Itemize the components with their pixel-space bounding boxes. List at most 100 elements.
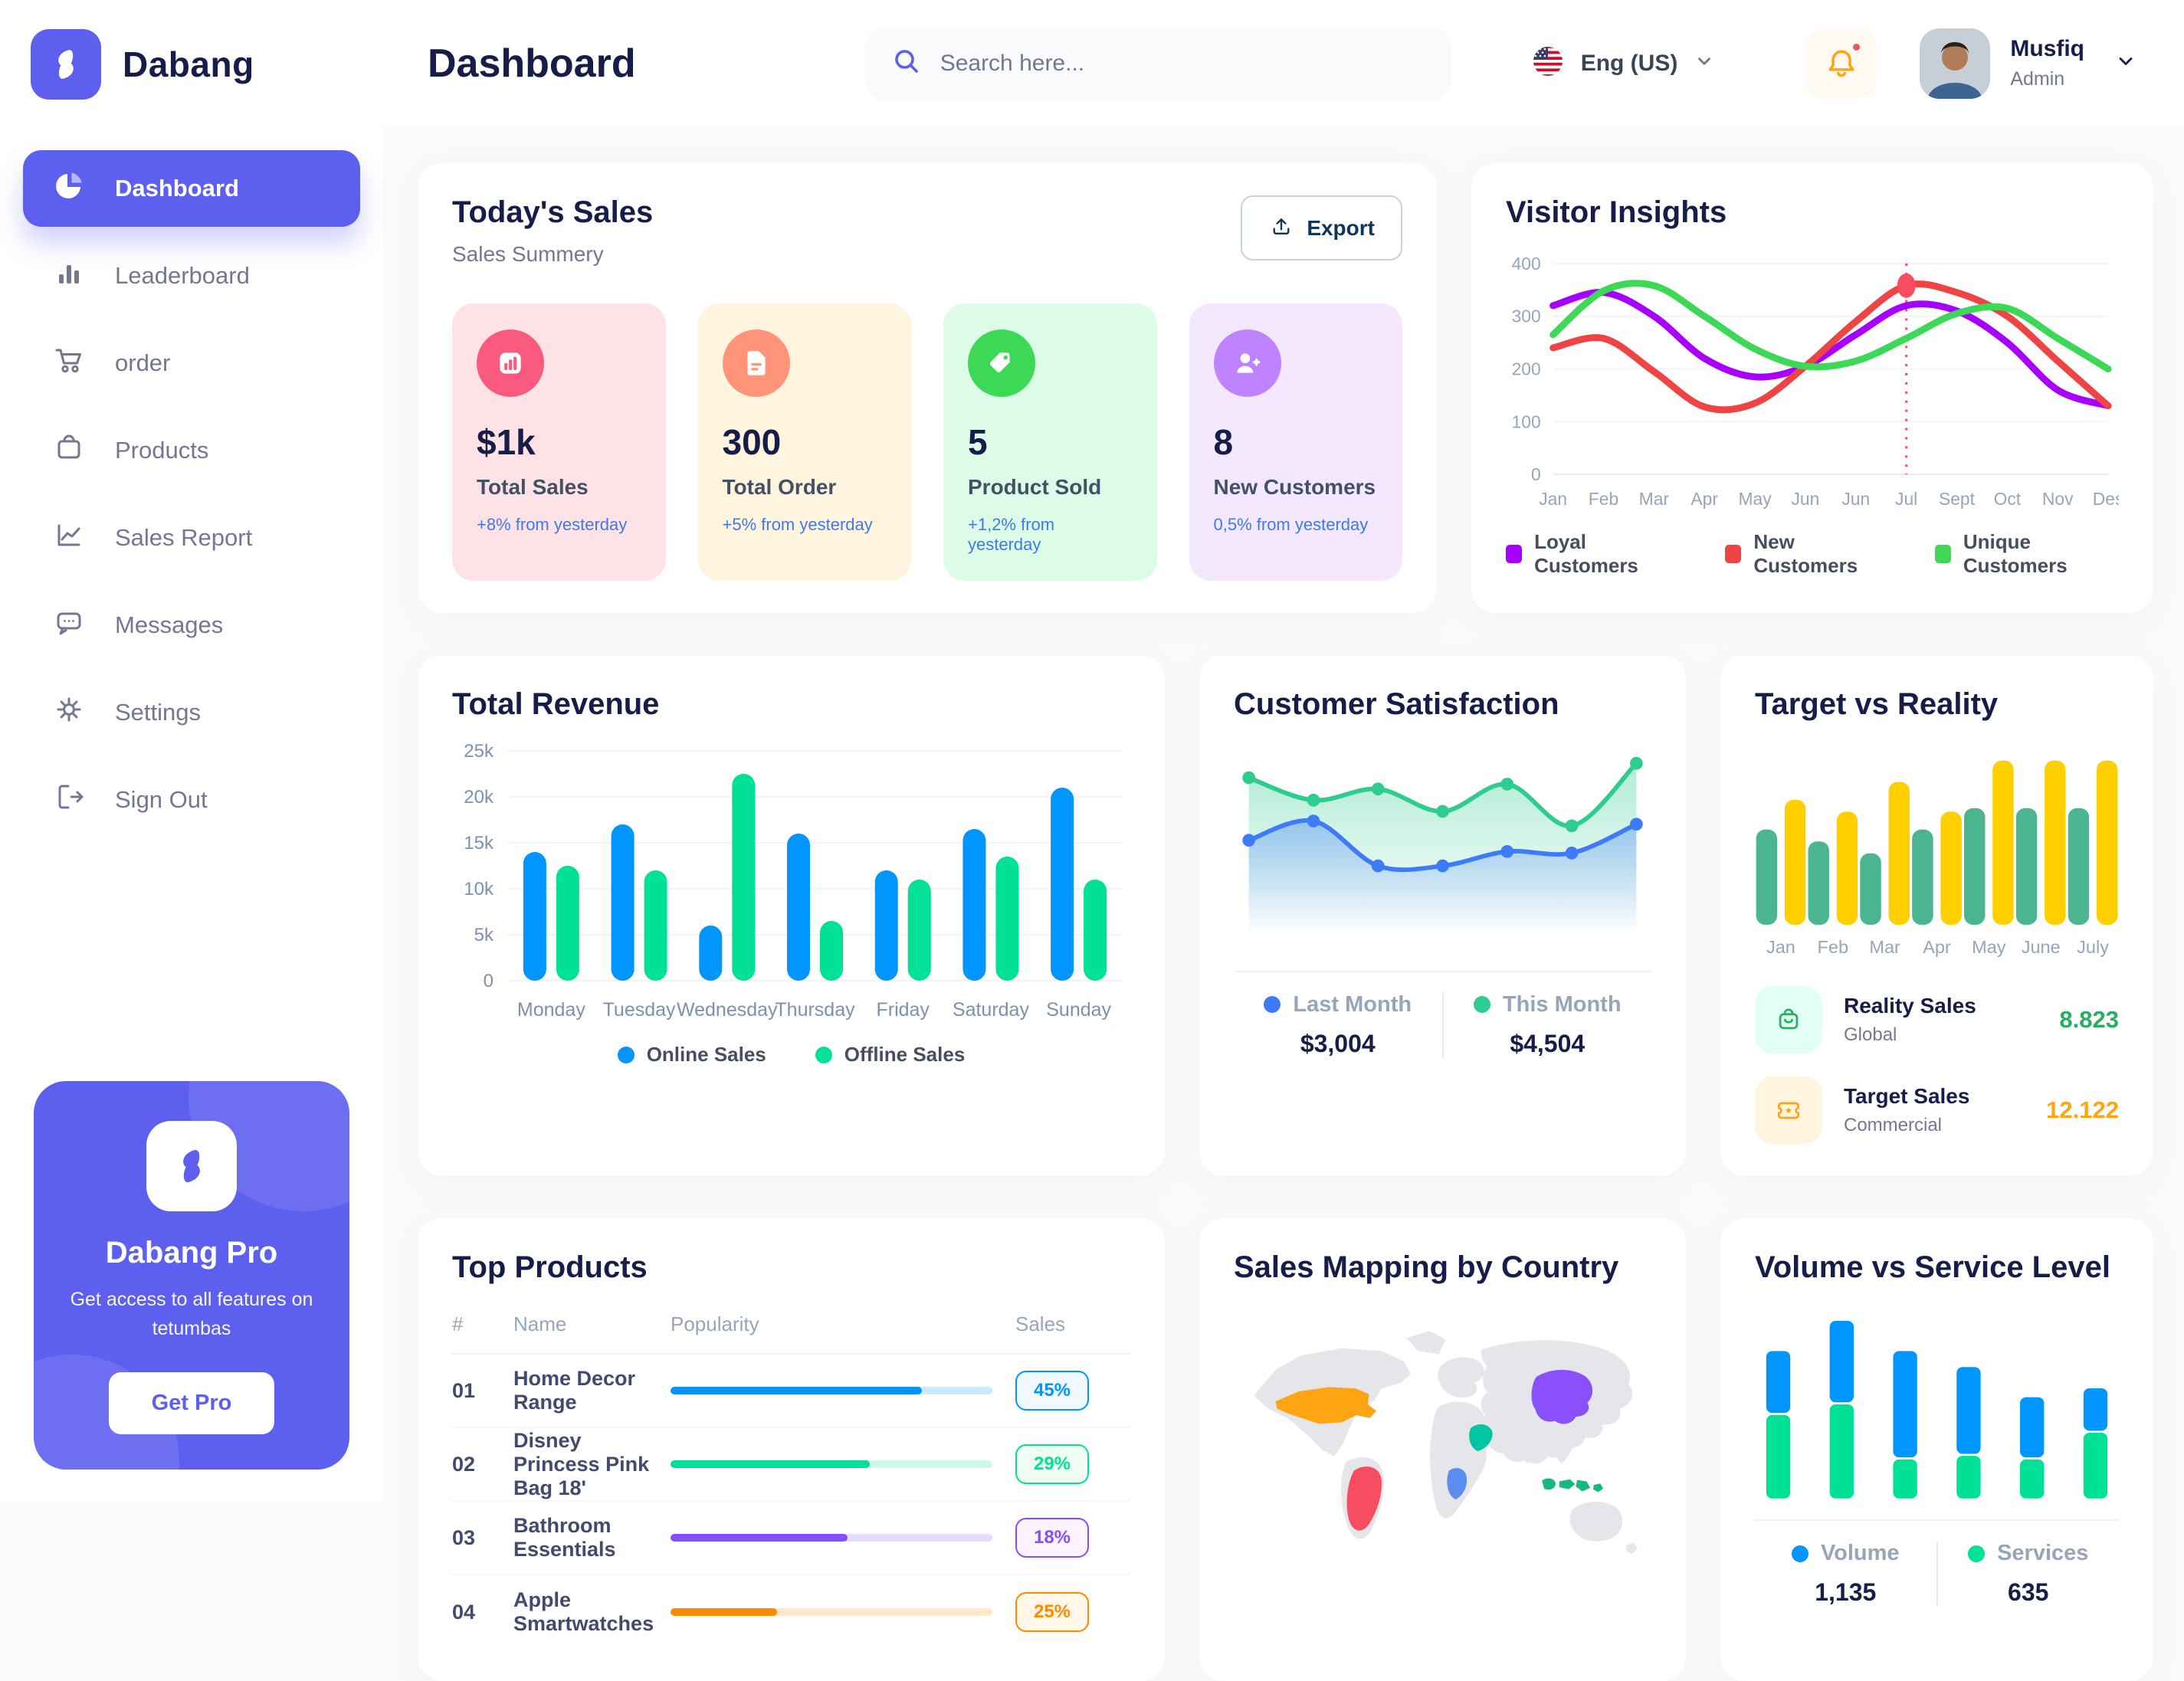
sales-badge: 29% [1015,1444,1089,1485]
target-sales-value: 12.122 [2046,1096,2119,1124]
user-profile[interactable]: Musfiq Admin [1920,28,2136,99]
us-flag-icon [1532,45,1564,81]
svg-text:100: 100 [1512,411,1541,431]
top-products-card: Top Products # Name Popularity Sales 01 … [418,1218,1165,1681]
notifications-button[interactable] [1806,28,1877,99]
todays-sales-title: Today's Sales [452,195,654,229]
sidebar-item-dashboard[interactable]: Dashboard [23,150,360,227]
product-name: Bathroom Essentials [513,1514,616,1561]
brand-name: Dabang [123,44,254,84]
top-bar: Dashboard Eng (US) Musfiq Admin [383,0,2184,126]
todays-sales-card: Today's Sales Sales Summery Export $1k T… [418,163,1437,613]
customer-satisfaction-legend: Last Month $3,004 This Month $4,504 [1234,991,1651,1058]
last-month-dot [1264,996,1281,1014]
sidebar-item-order[interactable]: order [23,325,360,401]
svg-text:300: 300 [1512,306,1541,326]
legend-title: Reality Sales [1844,994,1976,1018]
svg-text:15k: 15k [464,833,494,854]
sidebar-item-settings[interactable]: Settings [23,674,360,751]
get-pro-button[interactable]: Get Pro [108,1372,275,1434]
page-title: Dashboard [428,41,636,86]
export-button[interactable]: Export [1241,195,1402,261]
legend-title: Target Sales [1844,1084,1970,1109]
sidebar-item-sign-out[interactable]: Sign Out [23,762,360,838]
stat-value: $1k [477,422,536,462]
divider [1234,970,1651,972]
total-revenue-card: Total Revenue 0 5k 10k 15k 20k 25k Monday Tuesd… [418,655,1165,1177]
popularity-bar [671,1460,992,1469]
popularity-bar [671,1608,992,1617]
country-indonesia [1542,1478,1604,1493]
pie-chart-icon [52,169,86,208]
cart-icon [52,343,86,383]
services-dot [1968,1545,1986,1562]
chat-icon [52,605,86,645]
ticket-icon [1755,1076,1822,1145]
legend-label: Volume [1820,1541,1900,1566]
pro-upsell-card: Dabang Pro Get access to all features on… [34,1081,349,1470]
table-row: 04 Apple Smartwatches 25% [452,1575,1130,1649]
sidebar-item-leaderboard[interactable]: Leaderboard [23,238,360,314]
divider [1755,1519,2119,1522]
svg-text:200: 200 [1512,359,1541,378]
avatar [1920,28,1991,99]
legend-sub: Global [1844,1024,1897,1046]
visitor-insights-legend: Loyal Customers New Customers Unique Cus… [1506,530,2119,578]
row-number: 04 [452,1600,476,1624]
svg-text:Tuesday: Tuesday [603,999,676,1021]
offline-sales-dot [815,1046,832,1063]
top-products-title: Top Products [452,1250,648,1285]
volume-service-legend: Volume 1,135 Services 635 [1755,1541,2119,1607]
legend-label: Last Month [1293,991,1412,1017]
export-icon [1268,212,1294,244]
sales-badge: 45% [1015,1371,1089,1411]
svg-text:Monday: Monday [517,999,585,1021]
svg-text:June: June [2022,937,2061,957]
stat-value: 300 [722,422,782,462]
sales-badge: 18% [1015,1518,1089,1558]
last-month-value: $3,004 [1300,1029,1376,1057]
stat-label: Product Sold [968,475,1102,499]
bar-chart-icon [52,256,86,296]
legend-label: Offline Sales [844,1043,966,1066]
sidebar-item-messages[interactable]: Messages [23,587,360,664]
row-number: 01 [452,1378,476,1402]
bag-icon [52,431,86,470]
language-selector[interactable]: Eng (US) [1532,45,1715,81]
country-brazil [1346,1466,1382,1531]
col-name: Name [513,1312,567,1336]
sales-chart-icon [477,329,544,397]
sales-mapping-card: Sales Mapping by Country [1199,1218,1686,1681]
stats-row: $1k Total Sales +8% from yesterday 300 T… [452,303,1402,581]
stat-value: 8 [1213,422,1234,462]
visitor-insights-title: Visitor Insights [1506,195,1727,229]
svg-text:Oct: Oct [1994,489,2022,509]
customer-satisfaction-chart [1234,742,1651,960]
tag-icon [968,329,1035,397]
legend-sub: Commercial [1844,1115,1943,1136]
popularity-bar [671,1387,992,1395]
svg-text:Thursday: Thursday [775,999,855,1021]
svg-text:Apr: Apr [1690,489,1718,509]
stat-delta: +1,2% from yesterday [968,515,1055,554]
search-input[interactable] [940,50,1425,77]
svg-text:Wednesday: Wednesday [677,999,778,1021]
legend-label: Services [1997,1541,2089,1566]
sidebar: Dabang Dashboard Leaderboard order Produ… [0,0,383,1502]
stat-delta: +8% from yesterday [477,515,628,534]
visitor-insights-chart: 0 100 200 300 400 Jan Feb Mar Apr May Jun Jun Jul Sep… [1506,250,2124,516]
this-month-value: $4,504 [1510,1029,1586,1057]
user-name: Musfiq [2010,36,2084,61]
legend-label: Loyal Customers [1534,529,1638,577]
visitor-insights-card: Visitor Insights 0 100 200 300 400 Jan Feb Mar A… [1471,163,2153,613]
stat-delta: +5% from yesterday [722,515,873,534]
export-label: Export [1307,215,1375,240]
popularity-bar [671,1534,992,1542]
stat-total-order: 300 Total Order +5% from yesterday [697,303,911,581]
sidebar-item-products[interactable]: Products [23,412,360,489]
svg-text:Sept: Sept [1939,489,1976,509]
loyal-customers-swatch [1506,544,1523,563]
sidebar-item-sales-report[interactable]: Sales Report [23,500,360,576]
svg-text:Jul: Jul [1895,489,1917,509]
notification-dot [1850,40,1864,54]
